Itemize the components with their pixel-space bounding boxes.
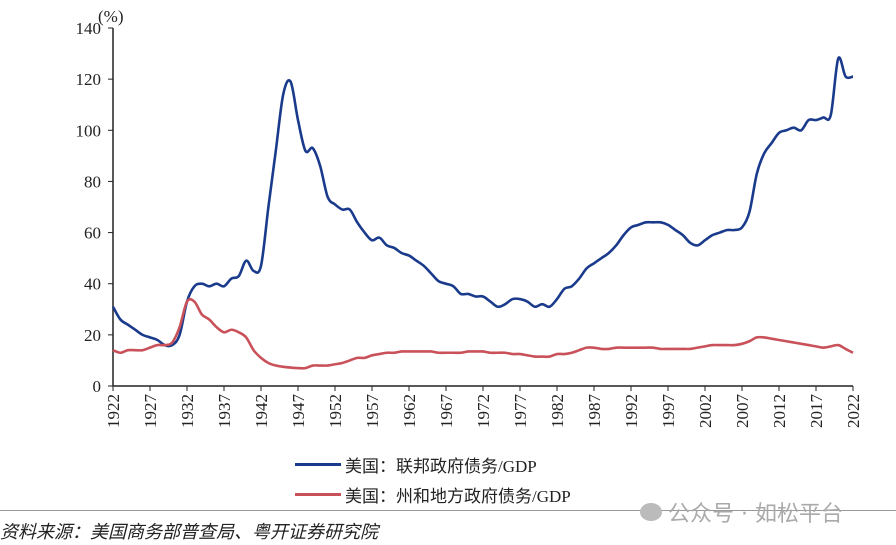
legend-swatch-federal: [295, 463, 341, 466]
divider: [0, 510, 896, 511]
x-tick-label: 2002: [696, 394, 715, 428]
x-tick-label: 1997: [659, 394, 678, 429]
x-tick-label: 2022: [844, 394, 863, 428]
y-tick-label: 60: [84, 224, 101, 243]
wechat-icon: [640, 503, 662, 521]
x-tick-label: 1927: [141, 394, 160, 429]
series-line-state-local: [112, 297, 854, 370]
watermark-text: 公众号 · 如松平台: [668, 502, 843, 527]
y-axis-label: (%): [98, 7, 123, 26]
y-tick-label: 80: [84, 172, 101, 191]
x-tick-label: 1987: [585, 394, 604, 429]
legend-swatch-state-local: [295, 493, 341, 496]
legend-item-state-local: 美国：州和地方政府债务/GDP: [295, 482, 571, 507]
source-note: 资料来源：美国商务部普查局、粤开证券研究院: [0, 522, 378, 542]
x-tick-label: 1982: [548, 394, 567, 428]
x-tick-label: 2007: [733, 394, 752, 429]
x-tick-label: 2012: [770, 394, 789, 428]
y-tick-label: 120: [76, 70, 102, 89]
x-tick-label: 1957: [363, 394, 382, 429]
series-line-federal: [111, 56, 854, 348]
x-tick-label: 1992: [622, 394, 641, 428]
x-tick-label: 2017: [807, 394, 826, 429]
x-tick-label: 1947: [289, 394, 308, 429]
legend-item-federal: 美国：联邦政府债务/GDP: [295, 452, 537, 477]
x-tick-label: 1967: [437, 394, 456, 429]
x-tick-label: 1962: [400, 394, 419, 428]
y-tick-label: 0: [93, 377, 102, 396]
y-tick-label: 20: [84, 326, 101, 345]
x-tick-label: 1932: [178, 394, 197, 428]
x-tick-label: 1952: [326, 394, 345, 428]
x-tick-label: 1972: [474, 394, 493, 428]
x-tick-label: 1922: [104, 394, 123, 428]
y-tick-label: 140: [76, 19, 102, 38]
y-tick-label: 100: [76, 121, 102, 140]
x-tick-label: 1942: [252, 394, 271, 428]
x-tick-label: 1977: [511, 394, 530, 429]
x-tick-label: 1937: [215, 394, 234, 429]
y-tick-label: 40: [84, 275, 101, 294]
watermark: 公众号 · 如松平台: [640, 496, 843, 528]
legend-label-state-local: 美国：州和地方政府债务/GDP: [345, 487, 571, 506]
line-chart: 0 20 40 60 80 100 120 140 1922 1927 1932 1937 1942 19…: [76, 7, 864, 429]
legend-label-federal: 美国：联邦政府债务/GDP: [345, 457, 537, 476]
